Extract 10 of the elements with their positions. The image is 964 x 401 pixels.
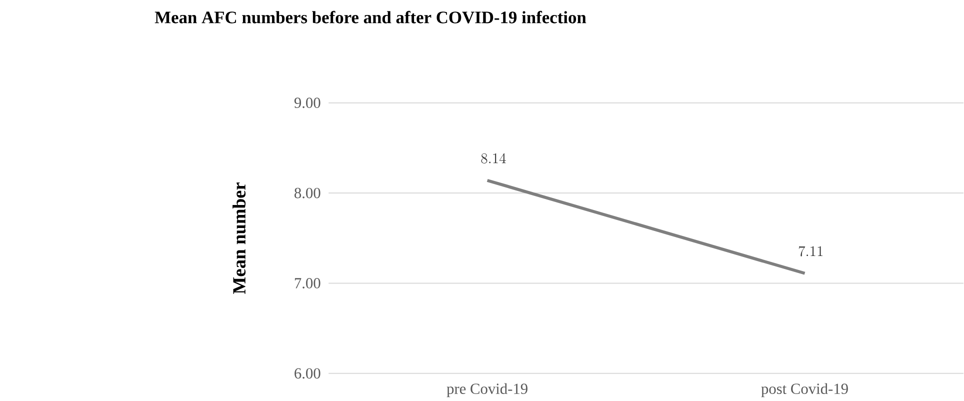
x-tick-label: post Covid-19 (761, 383, 848, 398)
y-tick-label: 8.00 (294, 188, 320, 198)
y-tick-label: 7.00 (294, 278, 320, 289)
x-tick-label: pre Covid-19 (446, 383, 528, 398)
data-label: 8. 14 (481, 153, 506, 164)
y-axis-title: Mean number (232, 182, 246, 294)
y-tick-label: 6.00 (294, 368, 320, 379)
y-tick-label: 9.00 (294, 98, 320, 108)
data-label: 7. 11 (798, 246, 823, 257)
chart-title: Mean AFC numbers before and after COVID-19 infection (154, 11, 586, 24)
